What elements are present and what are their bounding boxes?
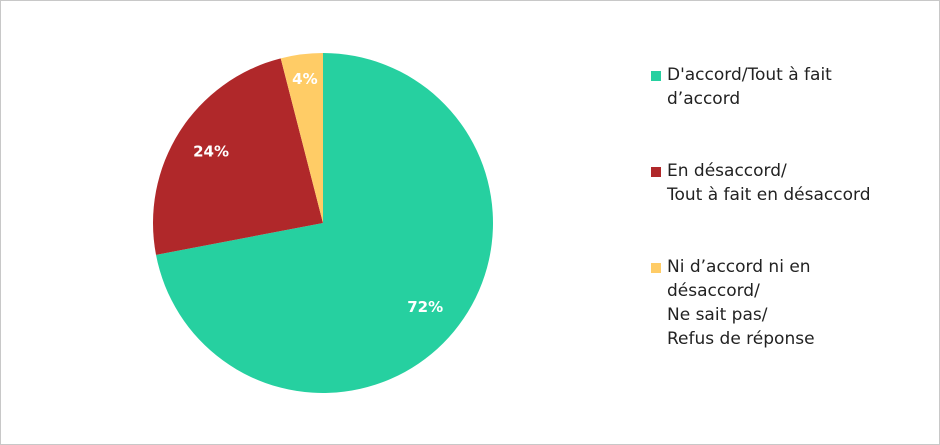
data-label: 72%	[407, 298, 443, 316]
legend-swatch	[651, 71, 661, 81]
legend-swatch	[651, 263, 661, 273]
data-label: 24%	[193, 142, 229, 160]
legend-item: D'accord/Tout à fait d’accord	[651, 63, 871, 111]
legend-label: En désaccord/ Tout à fait en désaccord	[667, 161, 871, 205]
legend-item: Ni d’accord ni en désaccord/ Ne sait pas…	[651, 255, 871, 351]
pie-slice	[156, 53, 493, 393]
legend-label: Ni d’accord ni en désaccord/ Ne sait pas…	[667, 257, 815, 349]
legend-item: En désaccord/ Tout à fait en désaccord	[651, 159, 871, 207]
legend-swatch	[651, 167, 661, 177]
pie-slice	[280, 53, 323, 223]
data-label: 4%	[292, 70, 317, 88]
legend-label: D'accord/Tout à fait d’accord	[667, 65, 832, 109]
legend: D'accord/Tout à fait d’accord En désaccor…	[651, 63, 871, 399]
pie-slice	[152, 58, 323, 255]
